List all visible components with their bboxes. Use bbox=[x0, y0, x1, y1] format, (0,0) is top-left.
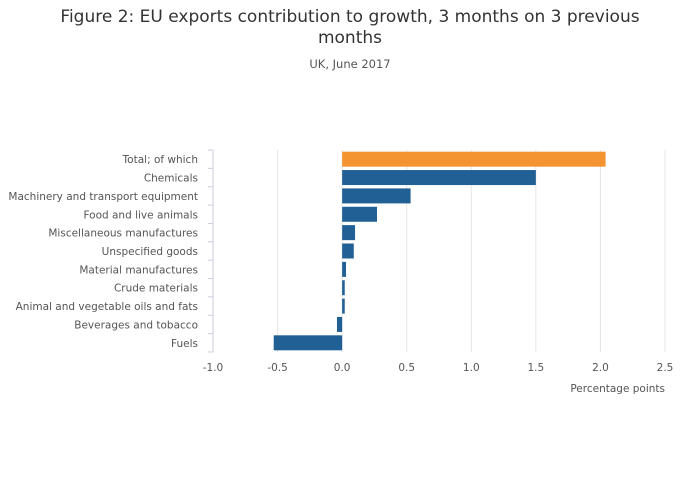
x-tick-label: -0.5 bbox=[267, 362, 288, 374]
bar bbox=[342, 298, 345, 314]
y-tick-label: Miscellaneous manufactures bbox=[48, 228, 198, 240]
x-tick-label: 0.0 bbox=[334, 362, 351, 374]
y-tick-label: Food and live animals bbox=[83, 209, 198, 221]
x-tick-label: 1.0 bbox=[463, 362, 480, 374]
bar bbox=[273, 335, 343, 351]
y-tick-label: Fuels bbox=[171, 338, 198, 350]
bar bbox=[342, 188, 411, 204]
x-tick-label: 1.5 bbox=[528, 362, 545, 374]
chart-title: Figure 2: EU exports contribution to gro… bbox=[0, 7, 700, 49]
bar bbox=[342, 206, 378, 222]
y-tick-label: Chemicals bbox=[144, 173, 198, 185]
y-tick-label: Crude materials bbox=[114, 283, 198, 295]
bar bbox=[336, 316, 343, 332]
x-tick-label: -1.0 bbox=[203, 362, 224, 374]
x-tick-label: 0.5 bbox=[398, 362, 415, 374]
bar bbox=[342, 170, 536, 186]
x-tick-label: 2.5 bbox=[657, 362, 674, 374]
y-tick-label: Machinery and transport equipment bbox=[8, 191, 198, 203]
bar bbox=[342, 243, 354, 259]
bar bbox=[342, 225, 356, 241]
y-tick-label: Animal and vegetable oils and fats bbox=[16, 301, 198, 313]
chart-subtitle: UK, June 2017 bbox=[309, 57, 391, 71]
title-line-1: Figure 2: EU exports contribution to gro… bbox=[60, 7, 640, 27]
bar bbox=[342, 151, 606, 167]
y-tick-label: Material manufactures bbox=[79, 264, 198, 276]
x-tick-label: 2.0 bbox=[592, 362, 609, 374]
y-tick-label: Unspecified goods bbox=[102, 246, 198, 258]
x-axis-title: Percentage points bbox=[570, 383, 665, 395]
y-tick-label: Total; of which bbox=[122, 154, 198, 166]
bar bbox=[342, 280, 345, 296]
bar bbox=[342, 261, 347, 277]
title-line-2: months bbox=[317, 28, 383, 48]
y-tick-label: Beverages and tobacco bbox=[74, 319, 198, 331]
